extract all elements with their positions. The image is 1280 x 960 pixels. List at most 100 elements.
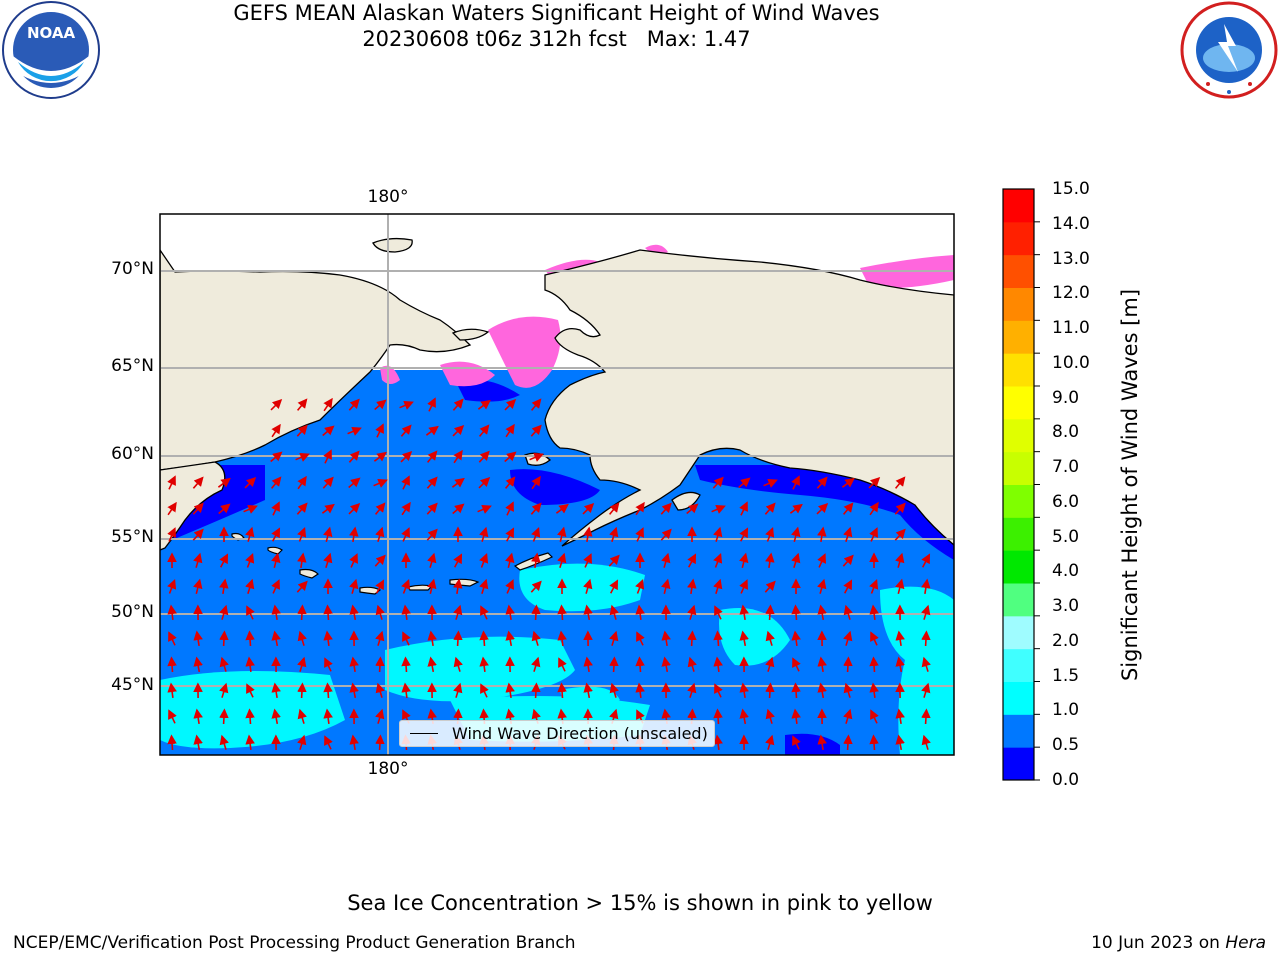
wind-wave-arrow [349,578,359,594]
wind-wave-arrow [167,604,177,621]
wind-wave-arrow [843,682,853,698]
nws-logo [1180,1,1278,99]
colorbar-segment [1003,714,1034,748]
wind-wave-arrow [895,734,905,751]
wind-wave-arrow [660,502,672,515]
wind-wave-arrow [529,452,544,462]
wind-wave-arrow [349,604,359,621]
wind-wave-arrow [297,630,307,646]
wind-wave-arrow [869,501,879,516]
wind-wave-arrow [817,604,827,621]
colorbar-segment [1003,484,1034,518]
wind-wave-arrow [583,578,593,594]
wind-wave-arrow [219,553,229,568]
wind-wave-arrow [297,734,307,750]
lon-label-top: 180° [367,187,409,207]
wind-wave-arrow [817,734,827,751]
colorbar-segment [1003,320,1034,354]
colorbar-segment [1003,681,1034,715]
wind-wave-arrow [245,734,255,751]
wind-wave-arrow [245,708,255,725]
credit-date: 10 Jun 2023 on Hera [1091,933,1266,953]
wind-wave-arrow [921,630,931,647]
wind-wave-arrow [480,605,489,620]
wind-wave-arrow [167,734,177,751]
colorbar-segment [1003,583,1034,617]
wind-wave-arrow [557,604,567,621]
wind-wave-arrow [713,708,723,725]
wind-wave-arrow [425,425,439,436]
wind-wave-arrow [217,477,231,488]
wind-wave-arrow [531,552,541,569]
wind-wave-arrow [374,399,387,411]
wind-wave-arrow [245,526,255,542]
wind-wave-arrow [296,424,308,437]
colorbar-segment [1003,353,1034,387]
wind-wave-arrow [817,526,827,543]
wind-wave-arrow [296,580,308,593]
colorbar-segment [1003,287,1034,321]
wind-wave-arrow [817,578,827,594]
chart-title: GEFS MEAN Alaskan Waters Significant Hei… [0,0,1113,52]
wind-wave-arrow [401,527,410,542]
wind-wave-arrow [271,604,281,621]
wind-wave-arrow [322,476,334,489]
wind-wave-arrow [609,656,619,673]
wind-wave-arrow [714,605,723,620]
wind-wave-arrow [297,682,307,699]
wind-wave-arrow [791,682,801,699]
wind-wave-arrow [635,527,644,542]
noaa-logo: NOAA [2,1,100,99]
wind-wave-arrow [322,425,335,437]
sea-ice-note: Sea Ice Concentration > 15% is shown in … [347,891,933,915]
wind-wave-arrow [323,552,333,568]
wind-wave-arrow [739,501,748,516]
wind-wave-arrow [843,734,853,751]
wind-wave-arrow [869,682,879,699]
wind-wave-arrow [869,579,879,594]
wind-wave-arrow [687,553,697,568]
colorbar-segment [1003,451,1034,485]
colorbar-segment [1003,615,1034,650]
wind-wave-arrow [505,501,514,516]
wind-wave-arrow [297,552,307,569]
colorbar-tick-label: 5.0 [1052,526,1080,547]
wind-wave-arrow [192,528,204,541]
wind-wave-arrow [894,476,906,489]
wind-wave-arrow [531,527,541,542]
wind-wave-arrow [271,552,281,568]
wind-wave-arrow [323,630,333,647]
wind-wave-arrow [557,630,567,647]
credit-date-text: 10 Jun 2023 on [1091,933,1226,953]
wind-wave-arrow [765,630,775,646]
wind-wave-arrow [687,604,697,620]
wind-wave-arrow [401,475,410,490]
wind-wave-arrow [817,656,827,673]
colorbar-segment [1003,550,1034,584]
wind-wave-arrow [349,656,359,673]
wind-wave-arrow [427,630,437,647]
wind-wave-arrow [323,397,333,412]
wind-wave-arrow [764,580,776,593]
colorbar-tick-label: 9.0 [1052,387,1080,408]
colorbar-tick-label: 3.0 [1052,596,1080,617]
colorbar-frame [1002,188,1035,781]
wind-wave-arrow [167,501,177,516]
wind-wave-arrow [868,476,881,489]
wind-wave-arrow [323,708,333,725]
wind-wave-arrow [401,579,411,594]
wind-wave-arrow [504,476,516,489]
wind-wave-arrow [271,527,281,542]
wind-wave-arrow [765,527,775,542]
wind-wave-arrow [635,579,645,594]
wind-wave-arrow [921,604,931,620]
wind-wave-arrow [557,552,567,568]
wind-wave-arrow [375,423,384,438]
wind-wave-arrow [765,604,775,621]
wind-wave-arrow [271,682,281,699]
wind-wave-arrow [323,526,333,542]
wind-wave-arrow [557,526,567,542]
wind-wave-arrow [453,553,463,568]
wind-wave-arrow [323,604,333,621]
